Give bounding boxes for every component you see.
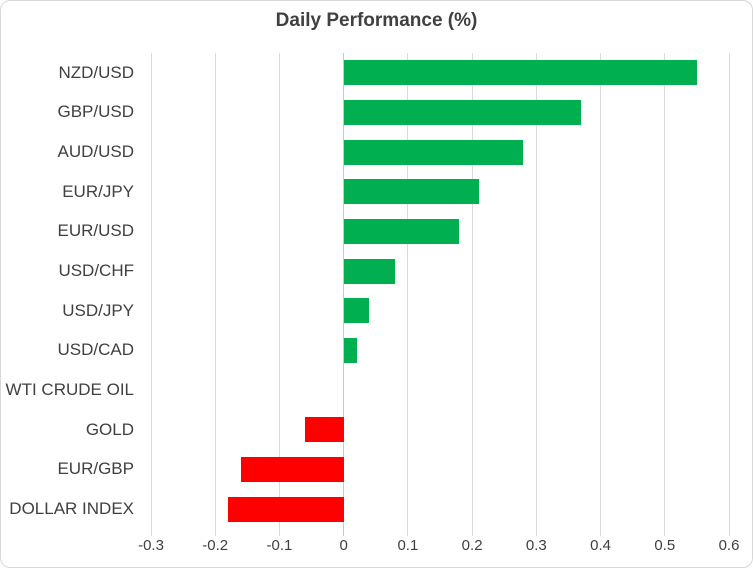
chart-title: Daily Performance (%) <box>275 10 478 31</box>
category-label-nzd-usd: NZD/USD <box>58 62 134 82</box>
gridline <box>600 53 602 536</box>
x-tick-label-m0.2: -0.2 <box>202 537 229 554</box>
x-tick-label-m0.1: -0.1 <box>266 537 293 554</box>
x-tick-label-0.3: 0.3 <box>525 537 547 554</box>
bar-gold <box>305 417 344 443</box>
gridline <box>150 53 152 536</box>
category-label-gold: GOLD <box>85 419 134 439</box>
x-tick-label-0.5: 0.5 <box>654 537 676 554</box>
category-label-usd-chf: USD/CHF <box>58 261 134 281</box>
x-tick-label-0.4: 0.4 <box>590 537 611 554</box>
bar-eur-usd <box>343 219 460 244</box>
category-label-wti-crude-oil: WTI CRUDE OIL <box>5 380 134 400</box>
gridline <box>664 53 666 536</box>
category-label-usd-cad: USD/CAD <box>57 340 134 360</box>
bar-usd-jpy <box>343 298 370 324</box>
bar-usd-chf <box>343 258 396 284</box>
gridline <box>471 53 473 536</box>
bar-gbp-usd <box>343 100 582 125</box>
bar-aud-usd <box>343 139 524 165</box>
gridline <box>214 53 216 536</box>
bar-usd-cad <box>343 338 357 363</box>
gridline <box>407 53 409 536</box>
x-tick-label-0.2: 0.2 <box>461 537 483 554</box>
category-label-aud-usd: AUD/USD <box>57 142 134 162</box>
x-tick-label-0.6: 0.6 <box>718 537 740 554</box>
gridline <box>535 53 537 536</box>
category-label-eur-usd: EUR/USD <box>57 221 134 241</box>
bar-eur-jpy <box>343 179 479 205</box>
category-label-eur-gbp: EUR/GBP <box>57 459 134 479</box>
category-label-dollar-index: DOLLAR INDEX <box>9 499 134 519</box>
bar-dollar-index <box>228 496 344 522</box>
category-label-usd-jpy: USD/JPY <box>62 300 134 320</box>
category-axis-labels: NZD/USD GBP/USD AUD/USD EUR/JPY EUR/USD USD/C… <box>1 53 151 529</box>
gridline <box>278 53 280 536</box>
x-tick-label-0: 0 <box>339 537 348 554</box>
x-tick-label-m0.3: -0.3 <box>138 537 164 554</box>
gridline <box>728 53 730 536</box>
value-axis-labels: -0.3 -0.2 -0.1 0 0.1 0.2 0.3 0.4 0.5 0.6 <box>138 537 739 559</box>
bar-nzd-usd <box>343 60 697 86</box>
category-label-gbp-usd: GBP/USD <box>57 102 134 122</box>
zero-axis-line <box>343 53 345 536</box>
bar-eur-gbp <box>240 457 344 482</box>
plot-area <box>150 53 730 536</box>
x-tick-label-0.1: 0.1 <box>397 537 419 554</box>
category-label-eur-jpy: EUR/JPY <box>62 181 134 201</box>
